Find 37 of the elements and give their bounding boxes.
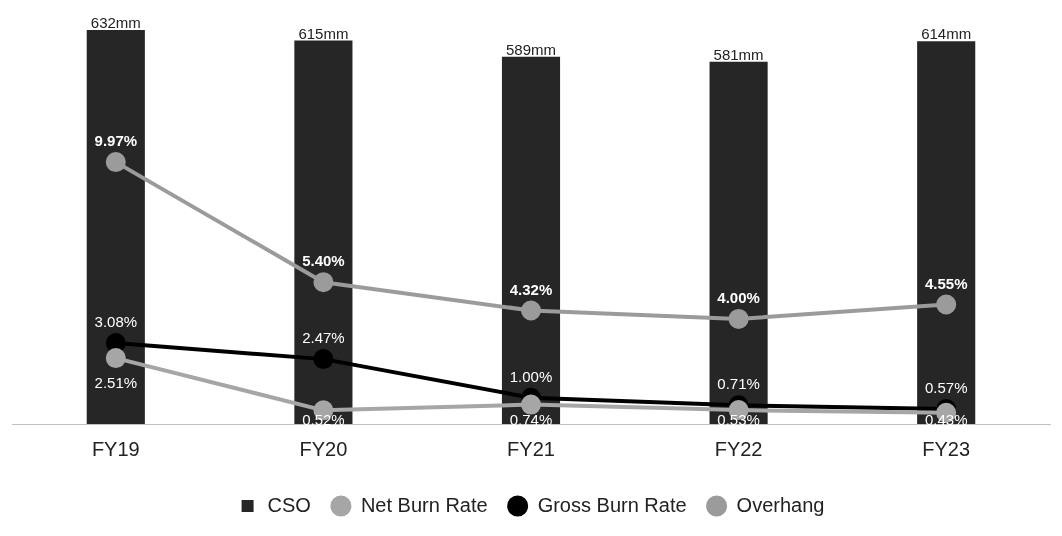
data-label: 0.71% (717, 375, 760, 393)
data-label: 2.47% (302, 329, 345, 347)
point (521, 300, 541, 321)
data-label: 1.00% (509, 367, 553, 385)
data-label: 0.43% (924, 411, 968, 429)
point (105, 152, 126, 173)
point (313, 349, 334, 370)
data-label: 614mm (921, 25, 972, 43)
data-label: 4.55% (924, 274, 968, 292)
legend-label: Overhang (736, 493, 825, 516)
legend-label: Net Burn Rate (360, 493, 488, 516)
data-label: 0.53% (717, 411, 760, 429)
legend-label: CSO (267, 493, 311, 516)
point (313, 272, 334, 293)
x-tick-label: FY19 (91, 437, 140, 460)
data-label: 615mm (298, 24, 349, 42)
point (521, 394, 541, 415)
data-label: 0.57% (924, 379, 968, 397)
data-label: 589mm (505, 40, 557, 58)
point (936, 294, 957, 315)
data-label: 581mm (713, 45, 764, 63)
data-label: 0.52% (302, 411, 345, 429)
data-label: 3.08% (94, 313, 138, 331)
point (728, 308, 749, 329)
point (105, 348, 126, 369)
data-label: 2.51% (94, 374, 138, 392)
data-label: 0.74% (509, 411, 553, 429)
x-tick-label: FY23 (922, 437, 971, 460)
data-label: 4.00% (717, 289, 760, 307)
data-label: 9.97% (94, 132, 138, 150)
data-label: 5.40% (302, 252, 345, 270)
data-label: 4.32% (509, 280, 553, 298)
x-tick-label: FY22 (714, 437, 763, 460)
legend-label: Gross Burn Rate (537, 493, 687, 516)
data-label: 632mm (90, 14, 141, 32)
x-tick-label: FY20 (299, 437, 348, 460)
x-tick-label: FY21 (507, 437, 555, 460)
